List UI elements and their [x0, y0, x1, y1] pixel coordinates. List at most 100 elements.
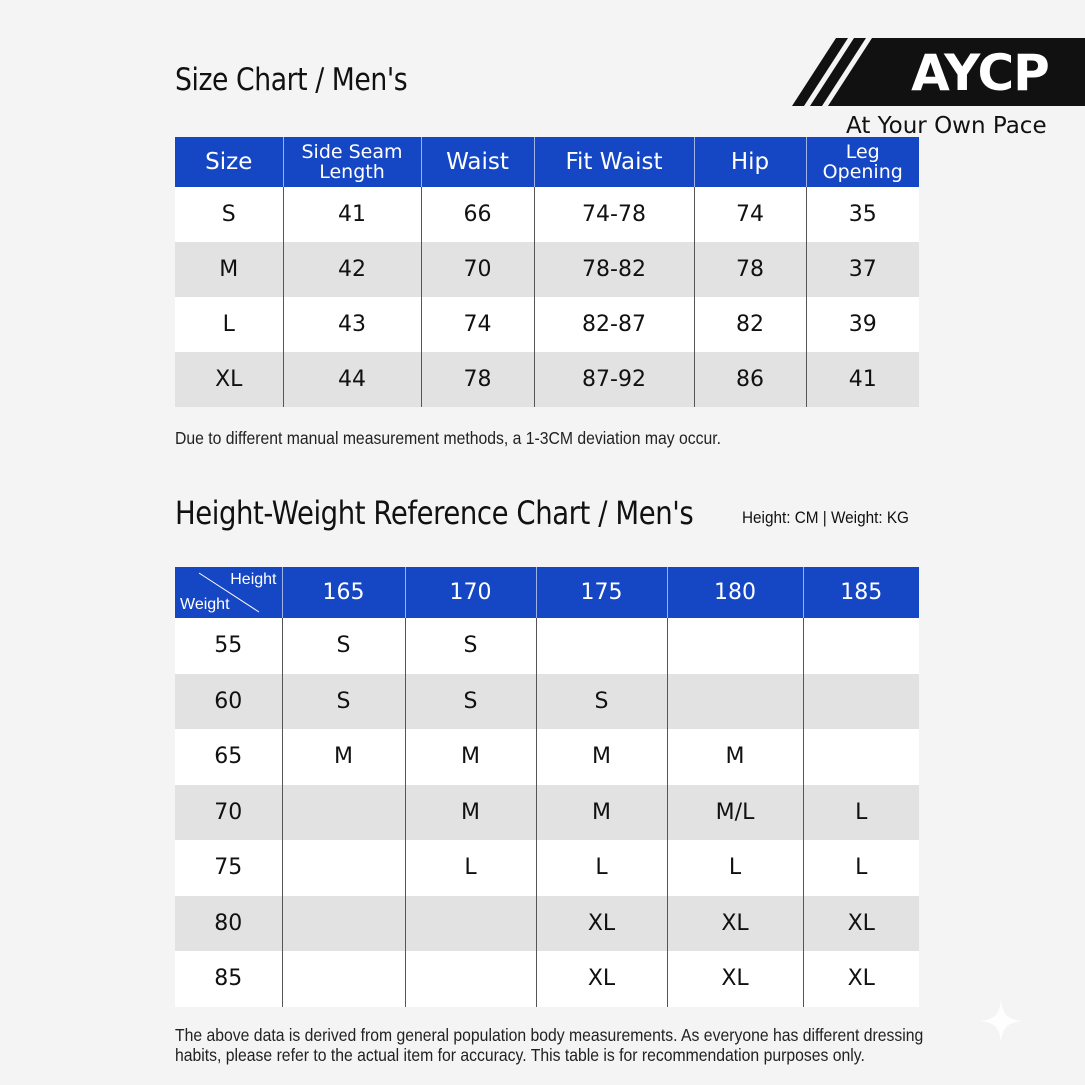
table-cell: 74-78: [533, 187, 694, 242]
table-cell: 82: [693, 297, 806, 352]
table-row: 70 M M M/L L: [175, 784, 919, 840]
size-chart-note: Due to different manual measurement meth…: [175, 428, 721, 448]
size-cell: XL: [802, 895, 919, 951]
table-cell: M: [175, 242, 283, 297]
corner-height-label: Height: [230, 571, 277, 588]
weight-cell: 80: [175, 895, 282, 951]
table-cell: 42: [282, 242, 421, 297]
size-cell: L: [666, 840, 803, 896]
size-cell: [404, 951, 536, 1007]
size-cell: S: [281, 618, 405, 674]
units-label: Height: CM | Weight: KG: [742, 508, 909, 527]
size-cell: [802, 729, 919, 785]
table-cell: 41: [805, 352, 919, 407]
table-cell: 70: [420, 242, 534, 297]
column-header-waist: Waist: [420, 137, 534, 187]
weight-cell: 85: [175, 951, 282, 1007]
table-cell: S: [175, 187, 283, 242]
size-cell: XL: [666, 951, 803, 1007]
table-cell: 43: [282, 297, 421, 352]
size-cell: [802, 673, 919, 729]
table-cell: 35: [805, 187, 919, 242]
table-row: XL 44 78 87-92 86 41: [175, 352, 919, 407]
corner-header: Height Weight: [175, 567, 282, 618]
size-cell: [281, 840, 405, 896]
table-cell: 74: [420, 297, 534, 352]
size-cell: M: [535, 784, 667, 840]
height-weight-header-row: Height Weight 165 170 175 180 185: [175, 567, 919, 618]
size-chart-title: Size Chart / Men's: [175, 62, 408, 98]
table-row: L 43 74 82-87 82 39: [175, 297, 919, 352]
size-cell: M/L: [666, 784, 803, 840]
column-header-height: 175: [535, 567, 667, 618]
size-cell: [535, 618, 667, 674]
size-cell: XL: [802, 951, 919, 1007]
corner-weight-label: Weight: [180, 596, 230, 613]
size-cell: S: [404, 673, 536, 729]
size-cell: [281, 951, 405, 1007]
size-cell: L: [802, 840, 919, 896]
size-cell: L: [404, 840, 536, 896]
table-row: 55 S S: [175, 618, 919, 674]
weight-cell: 55: [175, 618, 282, 674]
column-header-leg-opening: Leg Opening: [805, 137, 919, 187]
size-cell: [802, 618, 919, 674]
size-cell: M: [281, 729, 405, 785]
size-cell: XL: [535, 895, 667, 951]
table-cell: XL: [175, 352, 283, 407]
table-cell: 44: [282, 352, 421, 407]
size-cell: [666, 618, 803, 674]
table-cell: 37: [805, 242, 919, 297]
table-cell: 39: [805, 297, 919, 352]
table-row: 75 L L L L: [175, 840, 919, 896]
column-header-hip: Hip: [693, 137, 806, 187]
size-cell: [404, 895, 536, 951]
weight-cell: 60: [175, 673, 282, 729]
table-cell: L: [175, 297, 283, 352]
size-cell: M: [404, 784, 536, 840]
table-row: 80 XL XL XL: [175, 895, 919, 951]
brand-logo-text: AYCP: [911, 44, 1049, 102]
size-cell: S: [281, 673, 405, 729]
size-cell: [281, 895, 405, 951]
sparkle-icon: [980, 1000, 1022, 1042]
table-row: M 42 70 78-82 78 37: [175, 242, 919, 297]
column-header-height: 180: [666, 567, 803, 618]
weight-cell: 75: [175, 840, 282, 896]
size-cell: M: [666, 729, 803, 785]
weight-cell: 70: [175, 784, 282, 840]
table-row: S 41 66 74-78 74 35: [175, 187, 919, 242]
size-cell: [281, 784, 405, 840]
table-row: 60 S S S: [175, 673, 919, 729]
diagonal-divider: [198, 572, 260, 613]
column-header-fit-waist: Fit Waist: [533, 137, 694, 187]
table-cell: 87-92: [533, 352, 694, 407]
brand-tagline: At Your Own Pace: [846, 113, 1047, 139]
table-cell: 74: [693, 187, 806, 242]
table-cell: 41: [282, 187, 421, 242]
table-row: 65 M M M M: [175, 729, 919, 785]
table-cell: 86: [693, 352, 806, 407]
table-row: 85 XL XL XL: [175, 951, 919, 1007]
table-cell: 66: [420, 187, 534, 242]
column-header-height: 170: [404, 567, 536, 618]
table-cell: 78: [420, 352, 534, 407]
height-weight-chart-title: Height-Weight Reference Chart / Men's: [175, 494, 694, 532]
size-chart-table: Size Side Seam Length Waist Fit Waist Hip…: [175, 137, 919, 407]
size-cell: M: [535, 729, 667, 785]
height-weight-note: The above data is derived from general p…: [175, 1025, 923, 1065]
size-cell: L: [802, 784, 919, 840]
column-header-size: Size: [175, 137, 283, 187]
brand-logo: AYCP: [792, 38, 1085, 106]
size-chart-header-row: Size Side Seam Length Waist Fit Waist Hip…: [175, 137, 919, 187]
size-cell: XL: [666, 895, 803, 951]
size-cell: [666, 673, 803, 729]
height-weight-table: Height Weight 165 170 175 180 185 55 S S…: [175, 567, 919, 1007]
size-cell: S: [404, 618, 536, 674]
column-header-side-seam-length: Side Seam Length: [282, 137, 421, 187]
table-cell: 78-82: [533, 242, 694, 297]
size-cell: L: [535, 840, 667, 896]
note-line: The above data is derived from general p…: [175, 1025, 924, 1045]
weight-cell: 65: [175, 729, 282, 785]
size-cell: XL: [535, 951, 667, 1007]
